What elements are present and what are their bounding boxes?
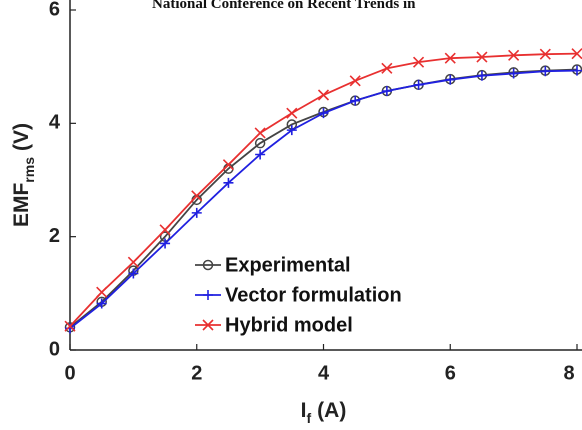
x-tick-label: 8 xyxy=(563,362,574,384)
marker xyxy=(203,290,213,300)
marker xyxy=(318,108,329,119)
marker xyxy=(202,319,214,331)
marker xyxy=(255,149,266,160)
x-axis-label-unit: (A) xyxy=(317,399,346,422)
marker xyxy=(127,256,139,268)
page-header: National Conference on Recent Trends in xyxy=(152,0,416,12)
x-axis-label-main: I xyxy=(301,399,307,422)
marker xyxy=(508,68,519,79)
marker xyxy=(412,56,425,68)
x-tick-label: 0 xyxy=(64,362,75,384)
legend-label: Experimental xyxy=(225,254,351,276)
y-tick-label: 2 xyxy=(49,225,60,247)
marker xyxy=(476,70,487,81)
marker xyxy=(572,65,582,76)
marker xyxy=(540,66,551,77)
marker xyxy=(381,86,392,97)
y-axis-label-sub: rms xyxy=(21,157,37,183)
marker xyxy=(571,48,582,60)
y-axis-label: EMFrms (V) xyxy=(10,123,37,227)
y-axis-label-unit: (V) xyxy=(10,123,33,151)
marker xyxy=(508,49,520,61)
marker xyxy=(539,48,551,60)
marker xyxy=(96,298,107,309)
marker xyxy=(191,190,203,202)
y-tick-label: 6 xyxy=(49,0,60,20)
marker xyxy=(350,95,361,106)
marker xyxy=(476,51,488,63)
marker xyxy=(223,177,234,188)
marker xyxy=(444,52,456,64)
marker xyxy=(202,259,214,271)
x-tick-label: 6 xyxy=(445,362,456,384)
legend-label: Vector formulation xyxy=(225,284,402,306)
marker xyxy=(286,125,297,136)
y-axis-label-main: EMF xyxy=(10,183,33,228)
marker xyxy=(381,62,393,74)
marker xyxy=(128,268,139,279)
x-axis-label: If (A) xyxy=(301,399,347,426)
marker xyxy=(445,74,456,85)
marker xyxy=(160,238,171,249)
marker xyxy=(222,159,235,171)
x-tick-label: 4 xyxy=(318,362,330,384)
marker xyxy=(286,107,298,119)
marker xyxy=(191,207,202,218)
marker xyxy=(159,224,171,236)
legend-label: Hybrid model xyxy=(225,314,353,336)
marker xyxy=(64,320,76,332)
y-tick-label: 0 xyxy=(49,338,60,360)
y-tick-label: 4 xyxy=(49,112,61,134)
marker xyxy=(413,79,424,90)
marker xyxy=(349,75,361,87)
marker xyxy=(317,89,330,101)
x-axis-label-sub: f xyxy=(307,410,312,426)
marker xyxy=(254,127,266,139)
marker xyxy=(254,137,266,149)
x-tick-label: 2 xyxy=(191,362,202,384)
marker xyxy=(96,286,108,298)
